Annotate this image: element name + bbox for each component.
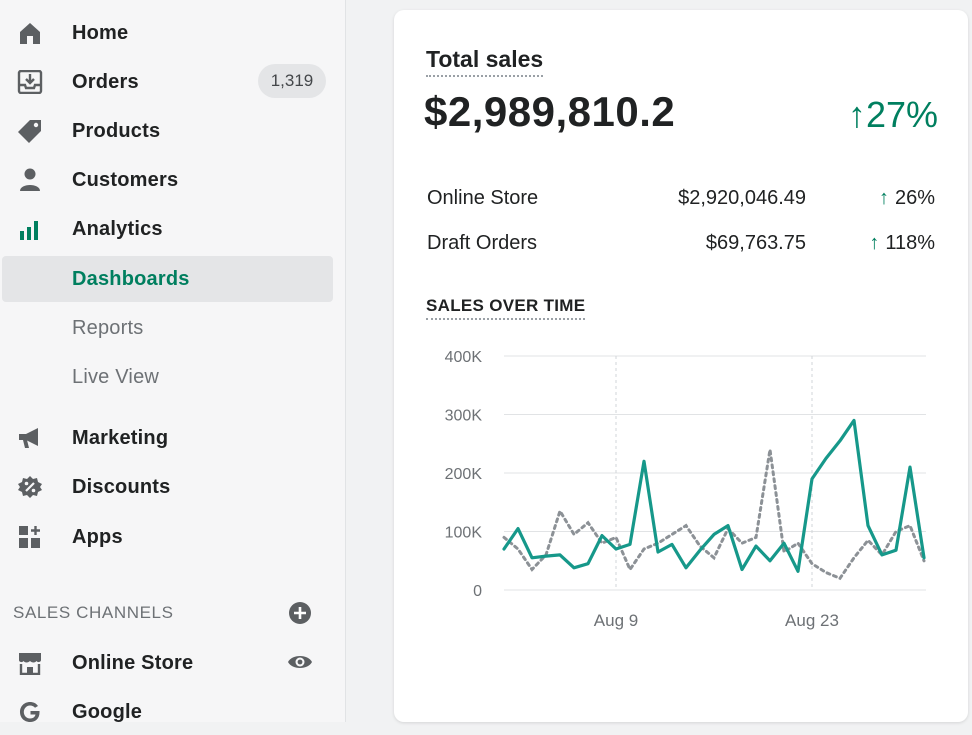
sidebar-item-label: Reports bbox=[72, 316, 144, 339]
sidebar-item-label: Apps bbox=[72, 525, 123, 548]
person-icon bbox=[20, 168, 40, 191]
google-icon bbox=[20, 702, 40, 722]
sidebar-item-google[interactable]: Google bbox=[0, 689, 334, 735]
up-arrow-icon: ↑ bbox=[878, 187, 889, 209]
home-icon bbox=[20, 23, 40, 44]
breakdown-label: Draft Orders bbox=[427, 232, 538, 254]
up-arrow-icon: ↑ bbox=[847, 94, 866, 135]
total-sales-change: ↑27% bbox=[848, 94, 938, 136]
total-change-value: 27% bbox=[865, 94, 938, 135]
breakdown-value: $69,763.75 bbox=[705, 232, 806, 254]
sidebar-item-label: Analytics bbox=[72, 217, 163, 240]
total-sales-value: $2,989,810.2 bbox=[424, 88, 676, 135]
up-arrow-icon: ↑ bbox=[869, 232, 880, 254]
chart-title[interactable]: SALES OVER TIME bbox=[426, 296, 586, 320]
orders-icon bbox=[17, 70, 43, 94]
sidebar-item-label: Home bbox=[72, 21, 129, 44]
apps-icon bbox=[19, 526, 40, 548]
y-tick-label: 0 bbox=[473, 583, 482, 600]
bar-chart-icon bbox=[20, 221, 38, 240]
tag-icon bbox=[18, 120, 41, 143]
series-line-current bbox=[502, 418, 926, 573]
breakdown-label: Online Store bbox=[427, 187, 539, 209]
sidebar-item-home[interactable]: Home bbox=[0, 10, 334, 56]
y-tick-label: 400K bbox=[445, 349, 483, 366]
y-tick-label: 200K bbox=[445, 466, 483, 483]
breakdown-change: ↑ 26% bbox=[879, 187, 935, 210]
sidebar-item-marketing[interactable]: Marketing bbox=[0, 415, 334, 461]
y-tick-label: 300K bbox=[445, 408, 483, 425]
sidebar-item-analytics[interactable]: Analytics bbox=[0, 206, 334, 252]
sidebar-item-live-view[interactable]: Live View bbox=[0, 354, 334, 400]
y-tick-label: 100K bbox=[445, 525, 483, 542]
sidebar-item-label: Google bbox=[72, 700, 143, 723]
sidebar: Home Orders 1,319 Products Customers Ana… bbox=[0, 0, 346, 723]
orders-count-badge: 1,319 bbox=[258, 64, 326, 98]
sidebar-item-label: Marketing bbox=[72, 426, 169, 449]
store-icon bbox=[19, 653, 41, 675]
discount-icon bbox=[18, 476, 42, 498]
sidebar-item-label: Online Store bbox=[72, 651, 194, 674]
x-tick-label: Aug 23 bbox=[785, 611, 839, 630]
add-channel-icon[interactable] bbox=[288, 601, 312, 625]
sidebar-item-customers[interactable]: Customers bbox=[0, 157, 334, 203]
sidebar-item-label: Orders bbox=[72, 70, 139, 93]
total-sales-card: Total sales $2,989,810.2 ↑27% Online Sto… bbox=[394, 10, 968, 722]
breakdown-value: $2,920,046.49 bbox=[678, 187, 806, 209]
sidebar-item-dashboards[interactable]: Dashboards bbox=[2, 256, 333, 302]
sidebar-item-label: Products bbox=[72, 119, 161, 142]
sales-over-time-chart: 0 100K 200K 300K 400K Aug 9 Aug 23 bbox=[445, 349, 926, 630]
sidebar-item-label: Customers bbox=[72, 168, 179, 191]
megaphone-icon bbox=[19, 428, 38, 448]
sidebar-item-apps[interactable]: Apps bbox=[0, 514, 334, 560]
sales-channels-heading: SALES CHANNELS bbox=[13, 603, 174, 622]
sidebar-item-reports[interactable]: Reports bbox=[0, 305, 334, 351]
sidebar-item-label: Dashboards bbox=[72, 267, 190, 290]
sidebar-item-discounts[interactable]: Discounts bbox=[0, 464, 334, 510]
breakdown-change-value: 26% bbox=[894, 187, 935, 209]
breakdown-change: ↑ 118% bbox=[869, 232, 935, 255]
eye-icon[interactable] bbox=[287, 652, 313, 672]
series-line-comparison bbox=[502, 449, 926, 581]
sidebar-item-orders[interactable]: Orders bbox=[0, 59, 334, 105]
sidebar-item-label: Live View bbox=[72, 365, 160, 388]
sidebar-item-label: Discounts bbox=[72, 475, 171, 498]
x-tick-label: Aug 9 bbox=[594, 611, 638, 630]
sidebar-item-online-store[interactable]: Online Store bbox=[0, 640, 334, 686]
breakdown-change-value: 118% bbox=[885, 232, 935, 254]
sidebar-item-products[interactable]: Products bbox=[0, 108, 334, 154]
card-title[interactable]: Total sales bbox=[426, 46, 544, 77]
